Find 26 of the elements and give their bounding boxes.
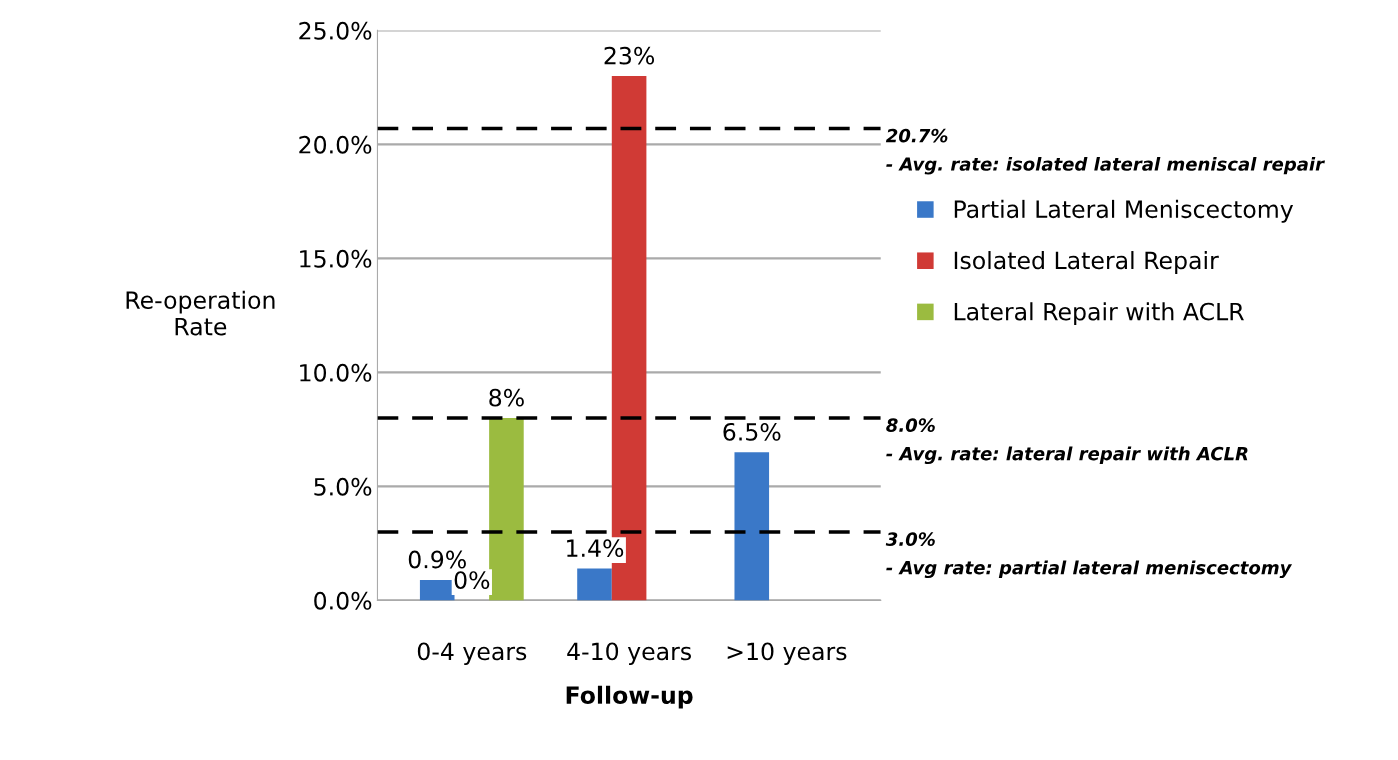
data-label: 1.4%	[567, 539, 624, 558]
ref-line-label: 8.0% - Avg. rate: lateral repair with ACLR	[886, 418, 1248, 465]
data-label: 8%	[489, 388, 524, 407]
bar	[734, 452, 770, 601]
x-tick-label: 0-4 years	[417, 642, 527, 665]
x-tick-label: >10 years	[727, 642, 847, 665]
y-tick-label: 15.0%	[300, 249, 372, 268]
legend-label: Lateral Repair with ACLR	[954, 302, 1244, 326]
data-label: 23%	[604, 46, 655, 65]
data-label: 6.5%	[723, 422, 781, 441]
ref-line-label: 20.7% - Avg. rate: isolated lateral meniscal repair	[885, 128, 1325, 175]
data-label: 0%	[454, 571, 490, 589]
y-tick-label: 20.0%	[299, 135, 372, 154]
data-label: 0.9%	[408, 550, 466, 569]
legend-label: Isolated Lateral Repair	[954, 251, 1219, 274]
y-tick-label: 10.0%	[300, 363, 372, 382]
y-tick-label: 0.0%	[314, 591, 372, 610]
y-tick-label: 5.0%	[314, 477, 372, 496]
bar	[489, 418, 524, 601]
bar	[577, 568, 612, 601]
legend-label: Partial Lateral Meniscectomy	[954, 199, 1294, 223]
y-axis-title: Re-operation Rate	[126, 290, 275, 336]
x-tick-label: 4-10 years	[567, 642, 691, 665]
ref-line-label: 3.0% - Avg rate: partial lateral meniscectomy	[885, 532, 1293, 579]
x-axis-title: Follow-up	[566, 685, 693, 709]
y-tick-label: 25.0%	[299, 21, 372, 40]
